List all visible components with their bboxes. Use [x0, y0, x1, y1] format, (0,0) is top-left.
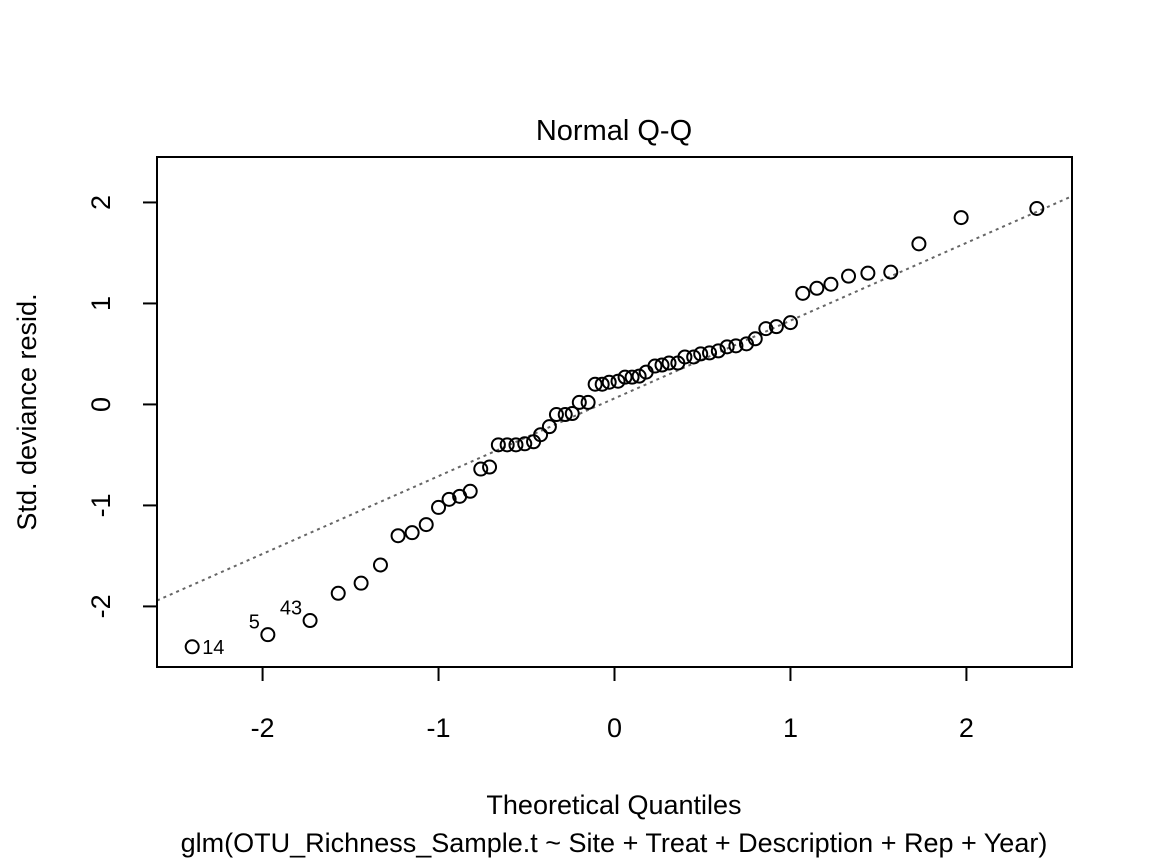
data-point	[462, 483, 478, 499]
data-point	[654, 357, 670, 373]
data-point	[953, 210, 969, 226]
data-point	[823, 276, 839, 292]
data-point	[499, 437, 515, 453]
data-point	[260, 627, 276, 643]
data-point	[490, 437, 506, 453]
data-point	[541, 419, 557, 435]
data-point	[508, 437, 524, 453]
plot-frame	[156, 156, 1073, 668]
data-point	[533, 427, 549, 443]
data-point	[431, 499, 447, 515]
data-point	[719, 339, 735, 355]
data-point	[564, 406, 580, 422]
x-tick-label: -1	[427, 713, 451, 743]
reference-line-layer	[156, 195, 1073, 602]
data-point	[580, 394, 596, 410]
data-point	[548, 407, 564, 423]
point-label: 5	[249, 612, 260, 634]
data-point	[473, 461, 489, 477]
x-tick-label: 0	[607, 713, 622, 743]
data-point	[482, 459, 498, 475]
data-point	[353, 575, 369, 591]
data-point	[782, 315, 798, 331]
x-axis-title: Theoretical Quantiles	[486, 790, 741, 820]
data-point	[795, 285, 811, 301]
data-point	[184, 639, 200, 655]
reference-line	[156, 195, 1073, 602]
data-point	[617, 369, 633, 385]
y-tick-label: 2	[86, 195, 116, 210]
data-point	[911, 236, 927, 252]
chart-title: Normal Q-Q	[536, 115, 692, 147]
point-label: 43	[280, 598, 302, 620]
y-tick-label: 1	[86, 296, 116, 311]
data-point	[809, 280, 825, 296]
y-axis-title: Std. deviance resid.	[12, 293, 42, 530]
y-axis: -2 -1 0 1 2	[86, 195, 157, 618]
data-point	[624, 369, 640, 385]
x-tick-label: 2	[959, 713, 974, 743]
data-point	[390, 528, 406, 544]
data-point	[594, 376, 610, 392]
data-point	[758, 321, 774, 337]
points-layer	[184, 201, 1045, 655]
data-point	[647, 358, 663, 374]
data-point	[677, 349, 693, 365]
data-point	[330, 585, 346, 601]
data-point	[747, 331, 763, 347]
data-point	[661, 355, 677, 371]
point-label: 14	[202, 637, 224, 659]
data-point	[587, 376, 603, 392]
data-point	[710, 343, 726, 359]
data-point	[557, 407, 573, 423]
data-point	[702, 345, 718, 361]
data-point	[1029, 201, 1045, 217]
y-tick-label: 0	[86, 397, 116, 412]
point-labels-layer: 14 5 43	[202, 598, 302, 659]
x-tick-label: -2	[251, 713, 275, 743]
data-point	[860, 265, 876, 281]
data-point	[571, 394, 587, 410]
y-tick-label: -1	[86, 493, 116, 517]
data-point	[517, 436, 533, 452]
data-point	[768, 319, 784, 335]
data-point	[372, 557, 388, 573]
data-point	[728, 338, 744, 354]
data-point	[693, 346, 709, 362]
y-tick-label: -2	[86, 594, 116, 618]
x-axis: -2 -1 0 1 2	[251, 667, 974, 743]
data-point	[686, 349, 702, 365]
x-tick-label: 1	[783, 713, 798, 743]
chart-subtitle: glm(OTU_Richness_Sample.t ~ Site + Treat…	[181, 828, 1048, 858]
data-point	[418, 517, 434, 533]
data-point	[601, 374, 617, 390]
data-point	[441, 491, 457, 507]
data-point	[841, 268, 857, 284]
data-point	[883, 264, 899, 280]
data-point	[404, 525, 420, 541]
data-point	[302, 613, 318, 629]
